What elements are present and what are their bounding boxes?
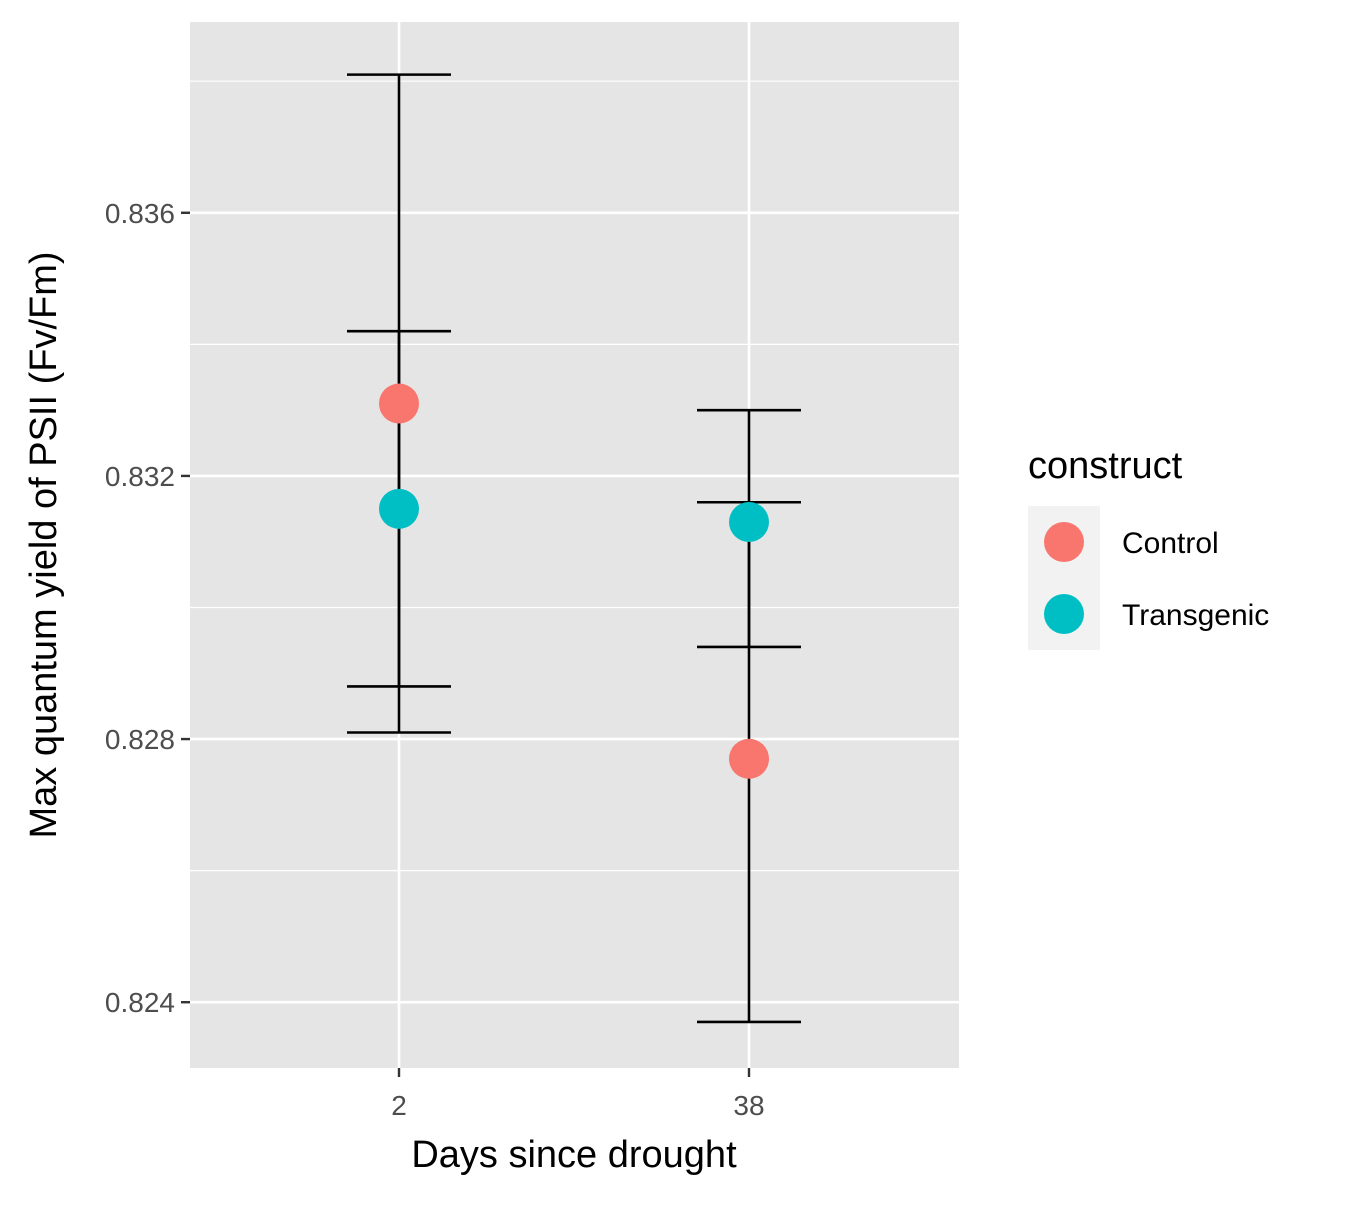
legend-label: Control xyxy=(1122,527,1219,560)
y-tick-label: 0.832 xyxy=(105,461,175,492)
data-point xyxy=(379,383,419,424)
legend-label: Transgenic xyxy=(1122,599,1269,632)
x-axis-title: Days since drought xyxy=(411,1134,737,1176)
data-point xyxy=(729,738,769,779)
data-points xyxy=(379,383,769,779)
x-tick-label: 38 xyxy=(733,1090,764,1121)
x-axis-ticks: 2 38 xyxy=(391,1068,765,1121)
legend-key xyxy=(1044,594,1084,634)
legend-items: Control Transgenic xyxy=(1044,522,1269,634)
legend: construct Control Transgenic xyxy=(1028,445,1269,650)
data-point xyxy=(379,488,419,529)
x-tick-label: 2 xyxy=(391,1090,407,1121)
plot-panel xyxy=(190,22,959,1068)
legend-key xyxy=(1044,522,1084,562)
y-tick-label: 0.828 xyxy=(105,724,175,755)
y-axis-ticks: 0.824 0.828 0.832 0.836 xyxy=(105,198,190,1018)
y-tick-label: 0.824 xyxy=(105,987,175,1018)
y-axis-title: Max quantum yield of PSII (Fv/Fm) xyxy=(23,251,65,838)
y-tick-label: 0.836 xyxy=(105,198,175,229)
legend-title: construct xyxy=(1028,445,1183,487)
data-point xyxy=(729,501,769,542)
